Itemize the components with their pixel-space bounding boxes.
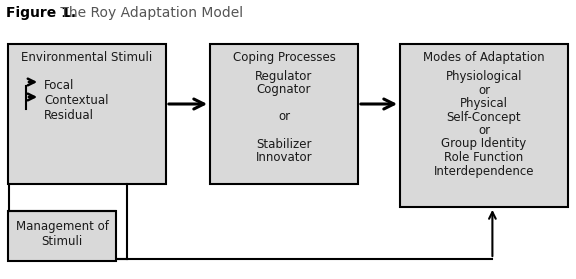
Text: The Roy Adaptation Model: The Roy Adaptation Model <box>56 6 243 20</box>
Text: or: or <box>478 124 490 137</box>
FancyBboxPatch shape <box>400 44 568 207</box>
Text: Management of
Stimuli: Management of Stimuli <box>16 220 108 248</box>
Text: Environmental Stimuli: Environmental Stimuli <box>21 51 153 64</box>
Text: Innovator: Innovator <box>256 151 312 164</box>
Text: Self-Concept: Self-Concept <box>446 110 521 124</box>
Text: Contextual: Contextual <box>44 94 108 107</box>
FancyBboxPatch shape <box>210 44 358 184</box>
FancyBboxPatch shape <box>8 44 166 184</box>
Text: Physiological: Physiological <box>446 70 522 83</box>
Text: Role Function: Role Function <box>444 151 524 164</box>
Text: Interdependence: Interdependence <box>434 165 535 177</box>
Text: Cognator: Cognator <box>257 83 311 97</box>
Text: Regulator: Regulator <box>255 70 313 83</box>
Text: Modes of Adaptation: Modes of Adaptation <box>423 51 545 64</box>
Text: Stabilizer: Stabilizer <box>256 138 312 150</box>
Text: Focal: Focal <box>44 79 74 92</box>
Text: or: or <box>278 110 290 124</box>
FancyBboxPatch shape <box>8 211 116 261</box>
Text: Figure 1.: Figure 1. <box>6 6 76 20</box>
Text: Residual: Residual <box>44 109 94 122</box>
Text: Coping Processes: Coping Processes <box>233 51 335 64</box>
Text: Physical: Physical <box>460 97 508 110</box>
Text: or: or <box>478 83 490 97</box>
Text: Group Identity: Group Identity <box>441 138 526 150</box>
